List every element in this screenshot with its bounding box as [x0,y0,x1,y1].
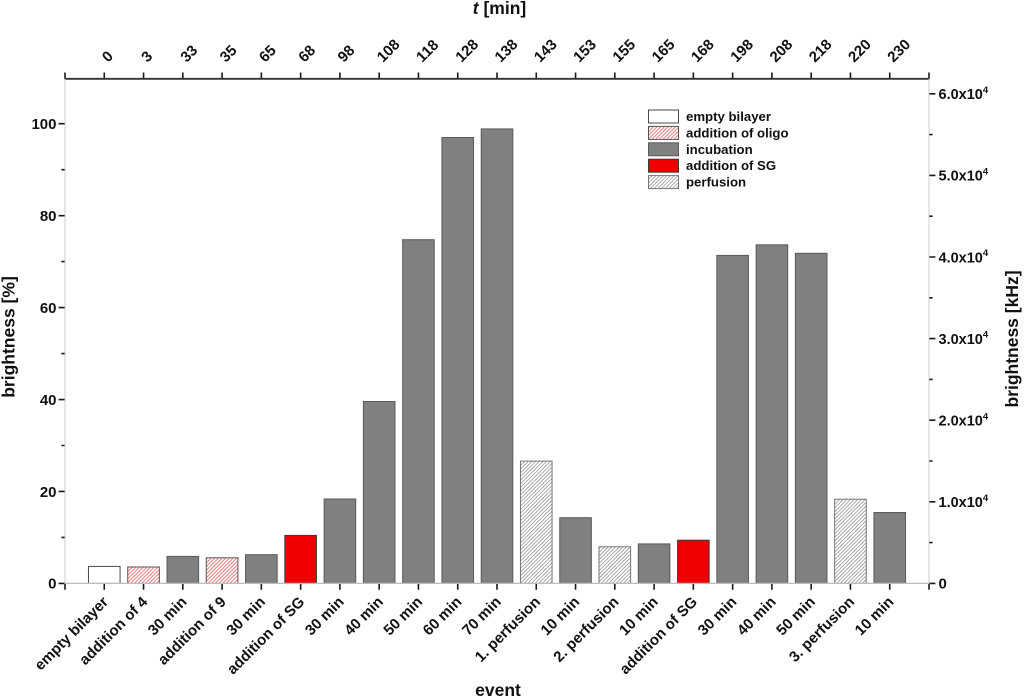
svg-text:event: event [475,680,521,698]
svg-text:20: 20 [40,484,57,501]
svg-text:empty bilayer: empty bilayer [686,109,771,124]
svg-text:addition of SG: addition of SG [686,158,776,173]
svg-text:100: 100 [31,116,56,133]
svg-text:t [min]: t [min] [473,0,526,18]
svg-text:60: 60 [40,300,57,317]
svg-text:40: 40 [40,392,57,409]
svg-text:0: 0 [939,576,947,593]
svg-text:brightness [%]: brightness [%] [0,276,19,398]
svg-text:addition of oligo: addition of oligo [686,125,789,140]
svg-text:1.0x104: 1.0x104 [939,493,989,511]
svg-text:perfusion: perfusion [686,175,746,190]
svg-text:0: 0 [48,576,56,593]
svg-text:brightness [kHz]: brightness [kHz] [1002,270,1022,407]
svg-text:6.0x104: 6.0x104 [939,85,989,103]
svg-text:2.0x104: 2.0x104 [939,411,989,429]
svg-text:80: 80 [40,208,57,225]
svg-text:3.0x104: 3.0x104 [939,330,989,348]
svg-text:4.0x104: 4.0x104 [939,248,989,266]
svg-text:incubation: incubation [686,142,753,157]
svg-text:5.0x104: 5.0x104 [939,167,989,185]
